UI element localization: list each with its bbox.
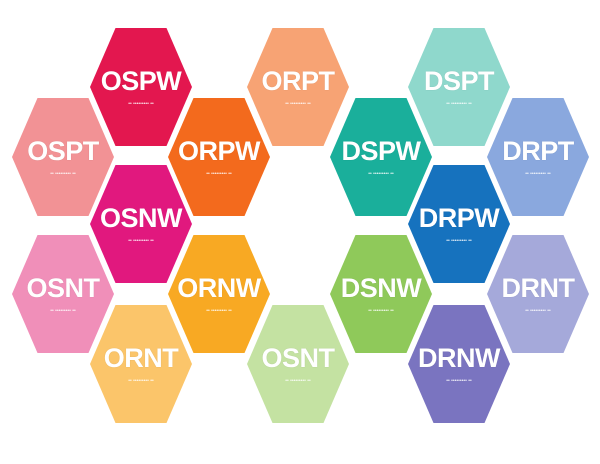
hex-subtitle: •• ••••••••• •• [285, 377, 311, 384]
hex-tile-ornw: ORNW •• ••••••••• •• [168, 235, 270, 353]
hex-tile-osnt: OSNT •• ••••••••• •• [247, 305, 349, 423]
hex-tile-orpw: ORPW •• ••••••••• •• [168, 98, 270, 216]
hex-code-label: DRNW [418, 342, 500, 373]
hex-code-label: DRPW [418, 202, 500, 233]
hex-tile-osnt: OSNT •• ••••••••• •• [12, 235, 114, 353]
hex-subtitle: •• ••••••••• •• [50, 307, 76, 314]
hex-code-label: OSNW [100, 202, 183, 233]
hex-subtitle: •• ••••••••• •• [525, 170, 551, 177]
hex-subtitle: •• ••••••••• •• [446, 377, 472, 384]
hex-tile-orpt: ORPT •• ••••••••• •• [247, 28, 349, 146]
hex-tile-dspt: DSPT •• ••••••••• •• [408, 28, 510, 146]
hex-code-label: OSNT [26, 272, 100, 303]
hex-subtitle: •• ••••••••• •• [368, 170, 394, 177]
hex-code-label: OSPT [27, 135, 99, 166]
hex-subtitle: •• ••••••••• •• [206, 307, 232, 314]
hex-code-label: DSPT [423, 65, 495, 96]
hex-tile-drpt: DRPT •• ••••••••• •• [487, 98, 589, 216]
hex-subtitle: •• ••••••••• •• [128, 237, 154, 244]
hex-tile-dspw: DSPW •• ••••••••• •• [330, 98, 432, 216]
hex-subtitle: •• ••••••••• •• [50, 170, 76, 177]
hex-code-label: ORPT [261, 65, 335, 96]
hex-tile-drnt: DRNT •• ••••••••• •• [487, 235, 589, 353]
hex-tile-osnw: OSNW •• ••••••••• •• [90, 165, 192, 283]
hex-code-label: DRNT [501, 272, 576, 303]
hex-code-label: ORNW [177, 272, 261, 303]
hex-code-label: DRPT [502, 135, 574, 166]
hex-code-label: OSNT [261, 342, 335, 373]
hex-subtitle: •• ••••••••• •• [368, 307, 394, 314]
hex-tile-ospt: OSPT •• ••••••••• •• [12, 98, 114, 216]
hex-code-label: OSPW [100, 65, 182, 96]
hex-code-label: ORPW [178, 135, 261, 166]
hex-tile-drpw: DRPW •• ••••••••• •• [408, 165, 510, 283]
hex-subtitle: •• ••••••••• •• [285, 100, 311, 107]
hex-code-label: DSNW [340, 272, 422, 303]
hex-code-label: DSPW [341, 135, 422, 166]
center-empty-hexagon [249, 165, 351, 283]
hex-subtitle: •• ••••••••• •• [525, 307, 551, 314]
hex-subtitle: •• ••••••••• •• [446, 100, 472, 107]
hex-subtitle: •• ••••••••• •• [128, 100, 154, 107]
hex-subtitle: •• ••••••••• •• [128, 377, 154, 384]
hex-tile-dsnw: DSNW •• ••••••••• •• [330, 235, 432, 353]
hex-subtitle: •• ••••••••• •• [206, 170, 232, 177]
hex-tile-ornt: ORNT •• ••••••••• •• [90, 305, 192, 423]
hex-code-label: ORNT [103, 342, 179, 373]
hex-tile-drnw: DRNW •• ••••••••• •• [408, 305, 510, 423]
hex-subtitle: •• ••••••••• •• [446, 237, 472, 244]
hex-tile-ospw: OSPW •• ••••••••• •• [90, 28, 192, 146]
